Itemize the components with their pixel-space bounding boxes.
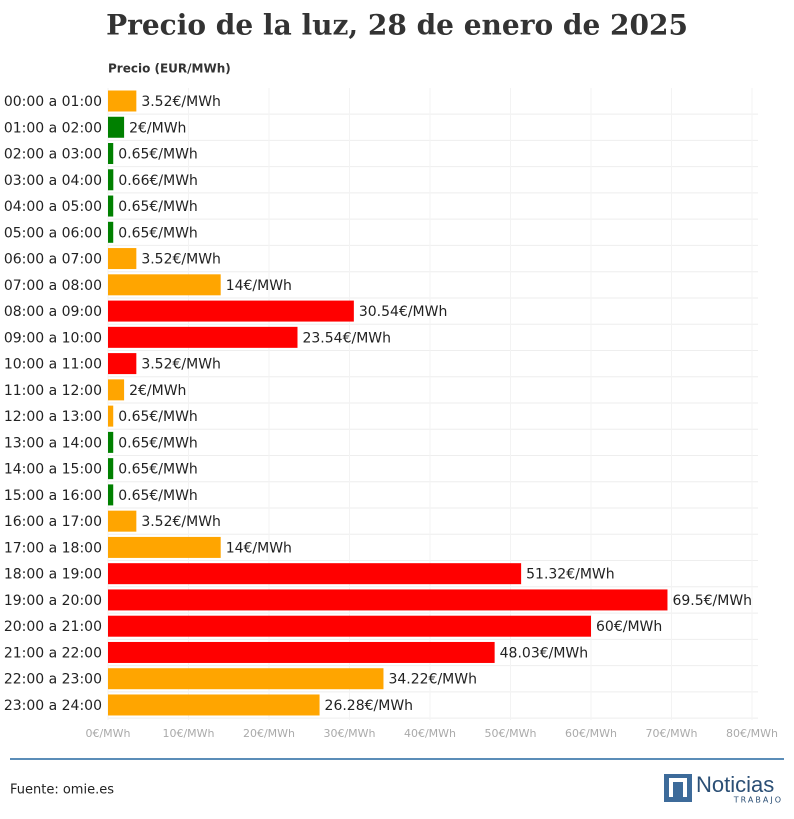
- value-label: 0.65€/MWh: [118, 462, 198, 478]
- y-tick-label: 03:00 a 04:00: [4, 173, 102, 189]
- logo-text: Noticias: [696, 772, 774, 797]
- value-label: 34.22€/MWh: [388, 672, 477, 688]
- bar: [108, 116, 125, 138]
- value-label: 2€/MWh: [129, 120, 186, 136]
- bar: [108, 169, 114, 191]
- x-tick-label: 40€/MWh: [404, 727, 456, 740]
- bar: [108, 641, 495, 663]
- bar: [108, 353, 137, 375]
- value-label: 3.52€/MWh: [141, 514, 221, 530]
- value-label: 0.65€/MWh: [118, 199, 198, 215]
- value-label: 30.54€/MWh: [359, 304, 448, 320]
- x-tick-label: 30€/MWh: [323, 727, 375, 740]
- bar: [108, 405, 114, 427]
- value-label: 0.65€/MWh: [118, 435, 198, 451]
- value-label: 60€/MWh: [596, 619, 662, 635]
- y-tick-label: 18:00 a 19:00: [4, 567, 102, 583]
- y-tick-label: 20:00 a 21:00: [4, 619, 102, 635]
- logo-subtext: TRABAJO: [733, 796, 783, 805]
- value-label: 14€/MWh: [226, 278, 292, 294]
- y-tick-label: 00:00 a 01:00: [4, 94, 102, 110]
- value-label: 26.28€/MWh: [325, 698, 414, 714]
- y-tick-label: 21:00 a 22:00: [4, 645, 102, 661]
- y-tick-label: 07:00 a 08:00: [4, 278, 102, 294]
- y-tick-label: 13:00 a 14:00: [4, 435, 102, 451]
- bar: [108, 326, 298, 348]
- bar: [108, 248, 137, 270]
- bar: [108, 274, 221, 296]
- x-tick-label: 50€/MWh: [484, 727, 536, 740]
- logo-glyph: [669, 778, 687, 797]
- value-label: 0.66€/MWh: [118, 173, 198, 189]
- bar: [108, 589, 668, 611]
- logo: Noticias TRABAJO: [664, 772, 783, 805]
- x-tick-label: 0€/MWh: [85, 727, 130, 740]
- bar: [108, 195, 114, 217]
- y-tick-label: 11:00 a 12:00: [4, 383, 102, 399]
- value-label: 3.52€/MWh: [141, 252, 221, 268]
- y-tick-label: 16:00 a 17:00: [4, 514, 102, 530]
- y-tick-label: 10:00 a 11:00: [4, 357, 102, 373]
- value-label: 0.65€/MWh: [118, 409, 198, 425]
- bar: [108, 431, 114, 453]
- bar: [108, 668, 384, 690]
- y-tick-label: 05:00 a 06:00: [4, 225, 102, 241]
- y-tick-label: 02:00 a 03:00: [4, 147, 102, 163]
- bar: [108, 221, 114, 243]
- x-tick-label: 20€/MWh: [243, 727, 295, 740]
- value-label: 51.32€/MWh: [526, 567, 615, 583]
- value-label: 48.03€/MWh: [500, 645, 588, 661]
- y-tick-label: 06:00 a 07:00: [4, 252, 102, 268]
- bar: [108, 458, 114, 480]
- bar: [108, 143, 114, 165]
- bar: [108, 536, 221, 558]
- value-label: 0.65€/MWh: [118, 488, 198, 504]
- y-tick-label: 22:00 a 23:00: [4, 672, 102, 688]
- value-label: 3.52€/MWh: [141, 94, 221, 110]
- value-label: 0.65€/MWh: [118, 225, 198, 241]
- y-tick-label: 14:00 a 15:00: [4, 462, 102, 478]
- y-tick-label: 12:00 a 13:00: [4, 409, 102, 425]
- y-tick-label: 15:00 a 16:00: [4, 488, 102, 504]
- y-tick-label: 17:00 a 18:00: [4, 540, 102, 556]
- y-tick-label: 08:00 a 09:00: [4, 304, 102, 320]
- bar: [108, 510, 137, 532]
- y-tick-label: 04:00 a 05:00: [4, 199, 102, 215]
- bar: [108, 90, 137, 112]
- value-label: 3.52€/MWh: [141, 357, 221, 373]
- x-tick-label: 60€/MWh: [565, 727, 617, 740]
- bar: [108, 563, 522, 585]
- x-tick-label: 70€/MWh: [645, 727, 697, 740]
- chart-title: Precio de la luz, 28 de enero de 2025: [106, 9, 688, 42]
- bar: [108, 615, 591, 637]
- y-tick-label: 23:00 a 24:00: [4, 698, 102, 714]
- bar: [108, 379, 125, 401]
- source: Fuente: omie.es: [10, 783, 114, 798]
- x-tick-label: 10€/MWh: [162, 727, 214, 740]
- value-label: 0.65€/MWh: [118, 147, 198, 163]
- bar: [108, 300, 354, 322]
- x-tick-label: 80€/MWh: [726, 727, 778, 740]
- y-tick-label: 09:00 a 10:00: [4, 330, 102, 346]
- y-tick-label: 01:00 a 02:00: [4, 120, 102, 136]
- bar: [108, 484, 114, 506]
- value-label: 14€/MWh: [226, 540, 292, 556]
- y-tick-label: 19:00 a 20:00: [4, 593, 102, 609]
- value-label: 69.5€/MWh: [672, 593, 752, 609]
- bar: [108, 694, 320, 716]
- value-label: 2€/MWh: [129, 383, 186, 399]
- value-label: 23.54€/MWh: [302, 330, 391, 346]
- axis-label: Precio (EUR/MWh): [108, 62, 231, 76]
